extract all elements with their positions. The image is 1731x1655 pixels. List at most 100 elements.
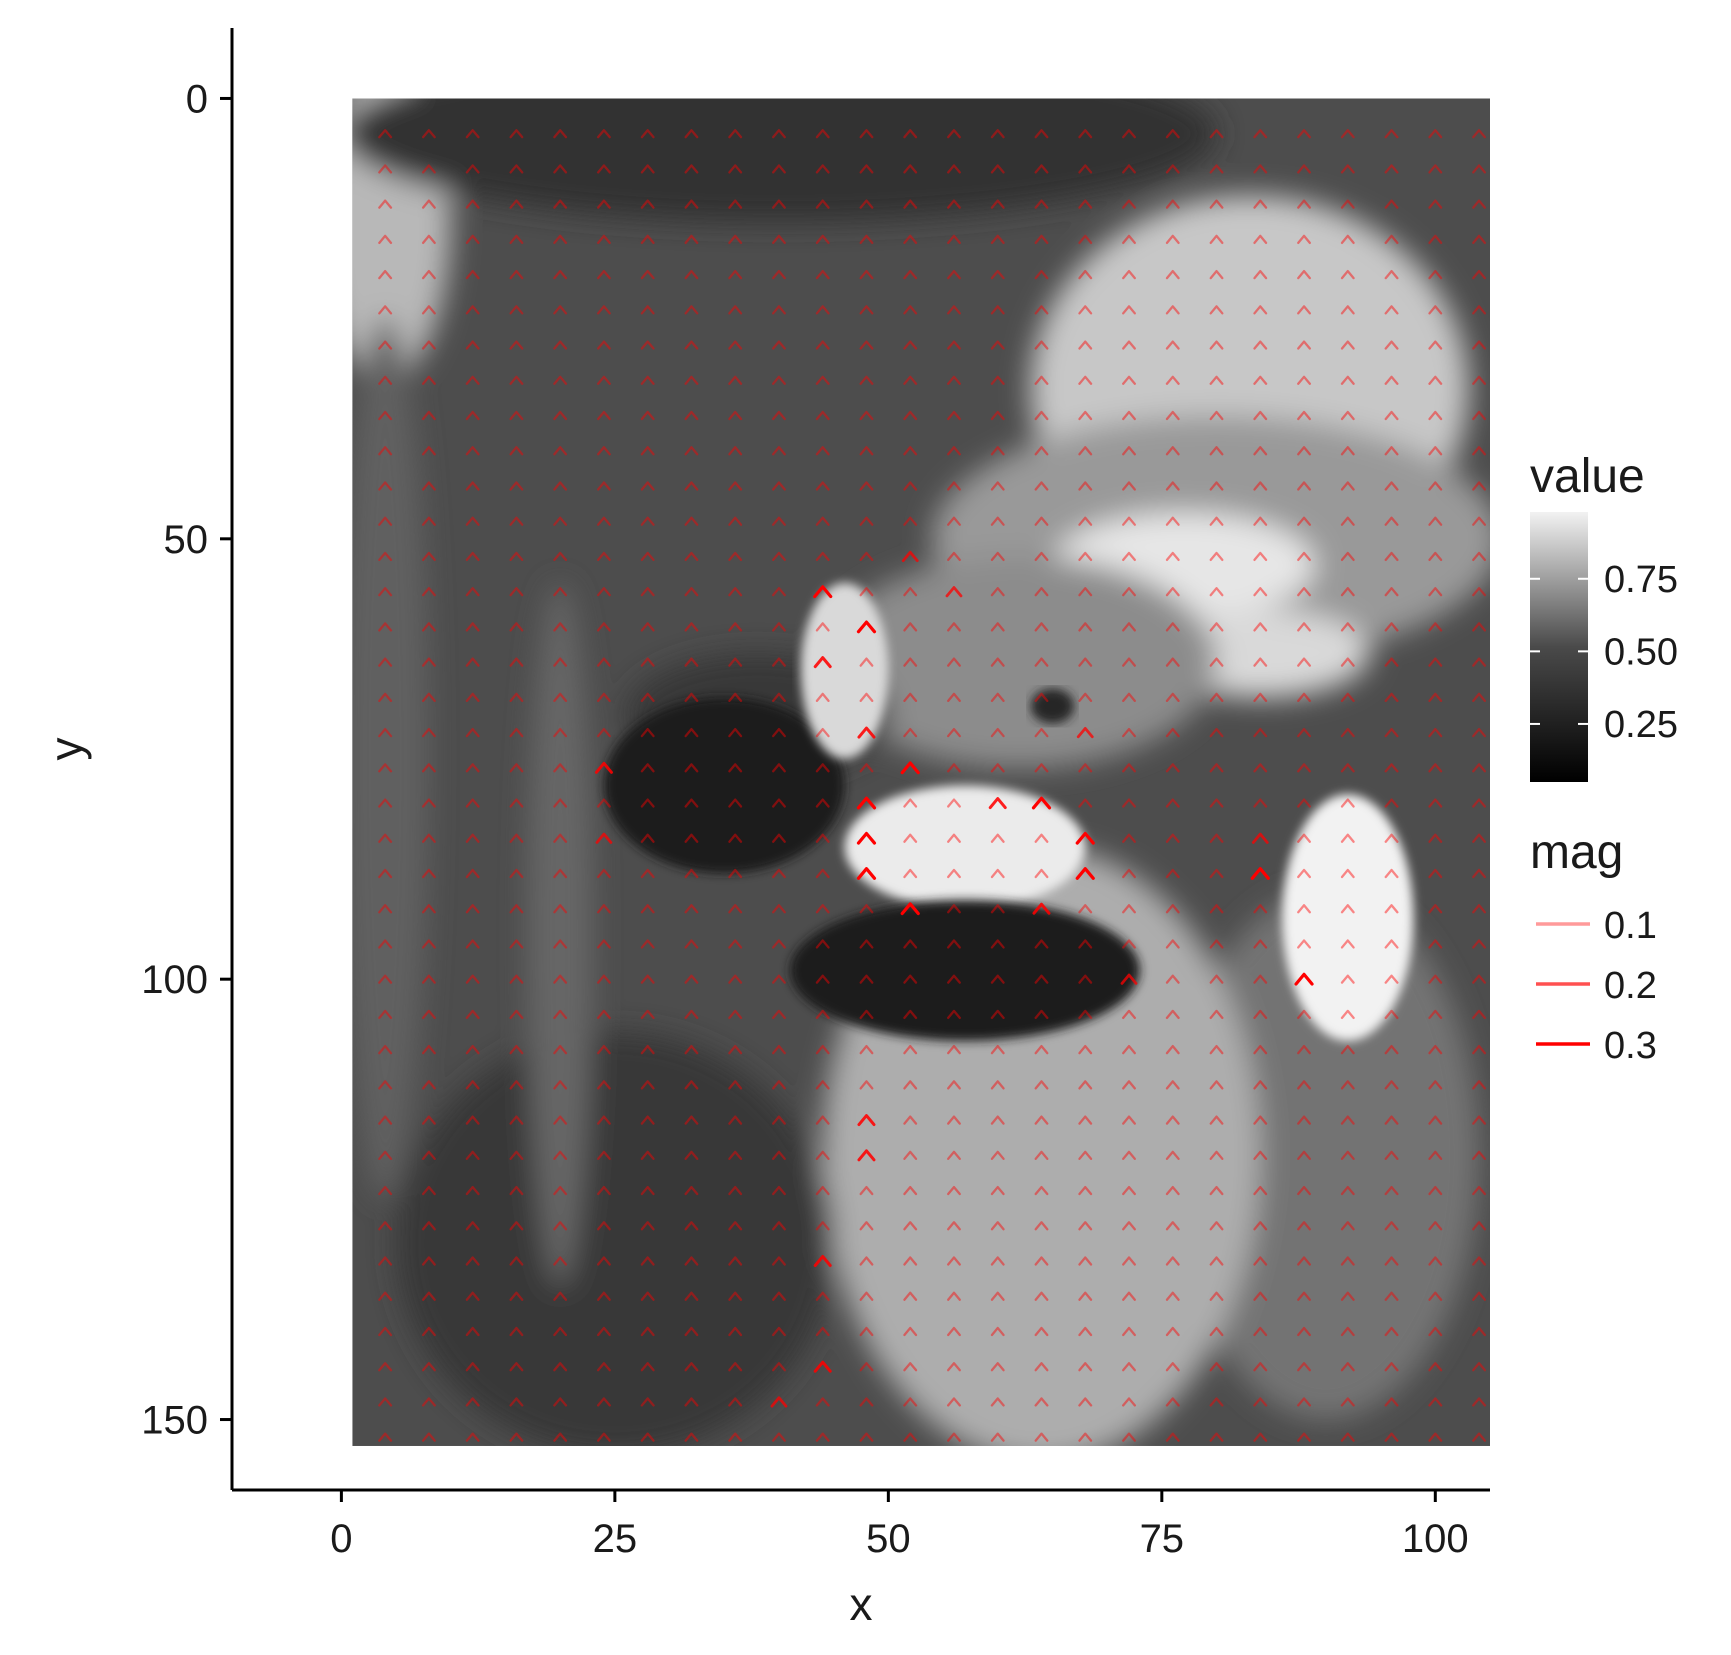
vector-arrow bbox=[728, 1362, 743, 1372]
vector-arrow bbox=[990, 551, 1005, 562]
vector-arrow bbox=[815, 622, 830, 632]
vector-arrow bbox=[1428, 587, 1443, 597]
vector-arrow bbox=[903, 939, 918, 949]
vector-arrow bbox=[1122, 269, 1136, 280]
vector-arrow bbox=[509, 199, 524, 209]
vector-arrow bbox=[684, 129, 699, 139]
vector-arrow bbox=[684, 868, 699, 879]
vector-arrow bbox=[947, 516, 961, 526]
vector-arrow bbox=[859, 164, 874, 174]
vector-arrow bbox=[1253, 622, 1268, 632]
vector-arrow bbox=[947, 446, 961, 456]
vector-arrow bbox=[947, 1045, 961, 1055]
vector-arrow bbox=[596, 1185, 611, 1196]
x-tick-label: 0 bbox=[330, 1517, 352, 1561]
vector-arrow bbox=[1340, 868, 1355, 879]
vector-arrow bbox=[596, 1432, 611, 1442]
vector-arrow bbox=[640, 446, 655, 456]
vector-arrow bbox=[1078, 1221, 1093, 1231]
vector-arrow bbox=[1165, 164, 1180, 174]
colorbar-label: 0.25 bbox=[1604, 704, 1678, 746]
vector-arrow bbox=[947, 129, 961, 139]
vector-arrow bbox=[684, 1397, 699, 1407]
vector-arrow bbox=[421, 763, 436, 773]
vector-arrow bbox=[1472, 551, 1487, 562]
vector-arrow bbox=[1428, 622, 1443, 632]
vector-arrow bbox=[1384, 657, 1399, 667]
mag-legend-label: 0.1 bbox=[1604, 905, 1657, 947]
vector-arrow bbox=[859, 587, 874, 597]
vector-arrow bbox=[1340, 375, 1355, 385]
legend-mag-title: mag bbox=[1530, 826, 1623, 879]
vector-arrow bbox=[990, 974, 1005, 984]
vector-arrow bbox=[596, 622, 611, 632]
vector-arrow bbox=[1340, 1080, 1355, 1090]
vector-arrow bbox=[553, 516, 568, 526]
vector-arrow bbox=[771, 1362, 786, 1372]
vector-arrow bbox=[771, 763, 786, 773]
vector-arrow bbox=[815, 1009, 830, 1020]
vector-arrow bbox=[509, 1115, 524, 1125]
vector-arrow bbox=[465, 1291, 480, 1301]
vector-arrow bbox=[1034, 340, 1049, 350]
vector-arrow bbox=[1297, 1115, 1311, 1125]
vector-arrow bbox=[815, 1150, 830, 1160]
vector-arrow bbox=[771, 657, 786, 667]
vector-arrow bbox=[640, 164, 655, 174]
vector-arrow bbox=[1340, 974, 1355, 984]
vector-arrow bbox=[1384, 234, 1399, 245]
vector-arrow bbox=[859, 269, 874, 280]
vector-arrow bbox=[728, 446, 743, 456]
vector-arrow bbox=[1384, 1362, 1399, 1372]
vector-arrow bbox=[859, 1221, 874, 1231]
vector-arrow bbox=[553, 1150, 568, 1160]
vector-arrow bbox=[378, 1256, 393, 1266]
vector-arrow bbox=[378, 622, 393, 632]
vector-arrow bbox=[771, 199, 786, 209]
vector-arrow bbox=[1384, 129, 1399, 139]
vector-arrow bbox=[465, 1185, 480, 1196]
vector-arrow bbox=[378, 1150, 393, 1160]
vector-arrow bbox=[813, 1360, 832, 1373]
vector-arrow bbox=[903, 1009, 918, 1020]
vector-arrow bbox=[640, 692, 655, 702]
vector-arrow bbox=[1297, 446, 1311, 456]
vector-arrow bbox=[947, 798, 961, 808]
vector-arrow bbox=[465, 727, 480, 738]
vector-arrow bbox=[1340, 446, 1355, 456]
vector-arrow bbox=[1034, 375, 1049, 385]
vector-arrow bbox=[465, 340, 480, 350]
vector-arrow bbox=[990, 1185, 1005, 1196]
vector-arrow bbox=[1076, 726, 1094, 739]
vector-arrow bbox=[947, 939, 961, 949]
vector-arrow bbox=[1122, 1185, 1136, 1196]
vector-arrow bbox=[990, 622, 1005, 632]
vector-arrow bbox=[728, 1291, 743, 1301]
vector-arrow bbox=[1297, 1080, 1311, 1090]
vector-arrow bbox=[1340, 551, 1355, 562]
vector-arrow bbox=[509, 234, 524, 245]
vector-arrow bbox=[378, 868, 393, 879]
vector-arrow bbox=[903, 1221, 918, 1231]
vector-arrow bbox=[1122, 692, 1136, 702]
vector-arrow bbox=[903, 1291, 918, 1301]
vector-arrow bbox=[1297, 1291, 1311, 1301]
vector-arrow bbox=[421, 868, 436, 879]
vector-arrow bbox=[1384, 1185, 1399, 1196]
vector-arrow bbox=[1384, 305, 1399, 315]
vector-arrow bbox=[1122, 587, 1136, 597]
vector-arrow bbox=[857, 726, 876, 739]
vector-arrow bbox=[1384, 375, 1399, 385]
vector-arrow bbox=[990, 1115, 1005, 1125]
vector-arrow bbox=[1472, 1185, 1487, 1196]
vector-arrow bbox=[1253, 1432, 1268, 1442]
vector-arrow bbox=[640, 1362, 655, 1372]
vector-arrow bbox=[1165, 657, 1180, 667]
vector-arrow bbox=[1428, 692, 1443, 702]
vector-arrow bbox=[509, 164, 524, 174]
vector-arrow bbox=[859, 129, 874, 139]
vector-arrow bbox=[553, 798, 568, 808]
vector-arrow bbox=[903, 868, 918, 879]
vector-arrow bbox=[553, 1045, 568, 1055]
vector-arrow bbox=[1165, 340, 1180, 350]
